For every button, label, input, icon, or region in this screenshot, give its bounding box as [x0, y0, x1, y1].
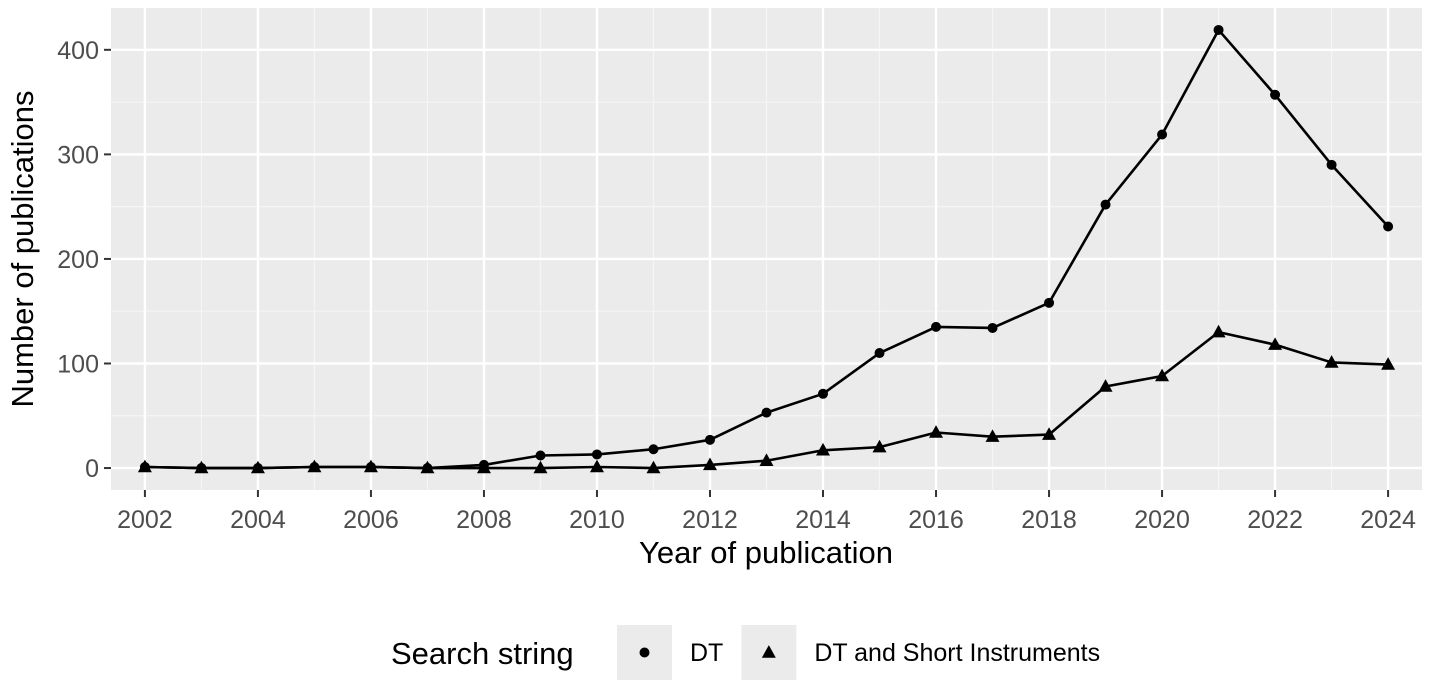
data-point-dt-short-instruments	[646, 460, 661, 474]
data-point-dt	[818, 388, 829, 399]
legend: Search string DT DT and Short Instruments	[391, 625, 1100, 680]
data-point-dt	[931, 321, 942, 332]
data-point-dt-short-instruments	[589, 459, 604, 473]
legend-marker-dt	[639, 647, 650, 658]
data-point-dt-short-instruments	[759, 453, 774, 466]
data-point-dt-short-instruments	[1155, 368, 1170, 382]
x-tick-label: 2014	[795, 506, 851, 534]
x-axis: 2002 2004 2006 2008 2010 2012 2014 2016 2018 2020…	[117, 490, 1416, 534]
x-tick-label: 2010	[569, 506, 625, 534]
data-point-dt-short-instruments	[307, 459, 322, 473]
data-point-dt	[1157, 129, 1168, 140]
y-axis: 0 100 200 300 400	[57, 37, 111, 483]
x-tick-label: 2002	[117, 506, 173, 534]
data-point-dt-short-instruments	[476, 460, 491, 474]
data-point-dt-short-instruments	[1042, 427, 1057, 440]
data-point-dt-short-instruments	[1211, 324, 1226, 338]
data-point-dt	[1100, 199, 1111, 210]
data-point-dt	[591, 449, 602, 460]
data-point-dt	[704, 434, 715, 445]
data-point-dt-short-instruments	[702, 457, 717, 471]
legend-label-dt-short-instruments: DT and Short Instruments	[814, 639, 1100, 667]
data-point-dt-short-instruments	[872, 439, 887, 453]
x-tick-label: 2020	[1134, 506, 1190, 534]
data-point-dt	[874, 348, 885, 359]
x-tick-label: 2022	[1247, 506, 1303, 534]
data-point-dt-short-instruments	[929, 425, 944, 438]
data-point-dt	[535, 450, 546, 461]
data-point-dt-short-instruments	[420, 460, 435, 474]
data-point-dt-short-instruments	[250, 460, 265, 474]
data-point-dt-short-instruments	[985, 429, 1000, 442]
y-tick-label: 100	[57, 350, 99, 378]
data-point-dt	[1326, 159, 1337, 170]
data-point-dt-short-instruments	[194, 460, 209, 474]
data-point-dt	[1213, 24, 1224, 35]
data-point-dt	[1383, 221, 1394, 232]
data-point-dt-short-instruments	[1098, 379, 1113, 392]
data-point-dt-short-instruments	[137, 459, 152, 473]
data-point-dt	[1044, 297, 1055, 308]
series-layer	[137, 24, 1396, 474]
data-point-dt-short-instruments	[816, 442, 831, 456]
y-tick-label: 0	[85, 455, 99, 483]
y-tick-label: 400	[57, 37, 99, 65]
x-tick-label: 2006	[343, 506, 399, 534]
legend-title: Search string	[391, 636, 574, 671]
y-tick-label: 300	[57, 141, 99, 169]
data-point-dt	[1270, 89, 1281, 100]
legend-item-dt-short-instruments: DT and Short Instruments	[741, 625, 1100, 680]
data-point-dt-short-instruments	[1324, 355, 1339, 368]
data-point-dt-short-instruments	[363, 459, 378, 473]
legend-item-dt: DT	[617, 625, 723, 680]
x-tick-label: 2016	[908, 506, 964, 534]
data-point-dt	[648, 444, 659, 455]
y-axis-title: Number of publications	[5, 90, 40, 407]
data-point-dt-short-instruments	[1268, 337, 1283, 350]
data-point-dt-short-instruments	[1381, 357, 1396, 370]
x-tick-label: 2024	[1360, 506, 1416, 534]
x-tick-label: 2004	[230, 506, 286, 534]
data-point-dt	[987, 322, 998, 333]
y-tick-label: 200	[57, 246, 99, 274]
x-axis-title: Year of publication	[639, 535, 893, 570]
legend-items: DT DT and Short Instruments	[617, 625, 1100, 680]
x-tick-label: 2012	[682, 506, 738, 534]
x-tick-label: 2018	[1021, 506, 1077, 534]
legend-marker-dt-short-instruments	[761, 645, 776, 658]
legend-label-dt: DT	[690, 639, 723, 667]
x-tick-label: 2008	[456, 506, 512, 534]
data-point-dt	[761, 407, 772, 418]
grid-minor	[111, 8, 1422, 490]
series-dt-short-instruments	[137, 324, 1396, 474]
data-point-dt-short-instruments	[533, 460, 548, 474]
